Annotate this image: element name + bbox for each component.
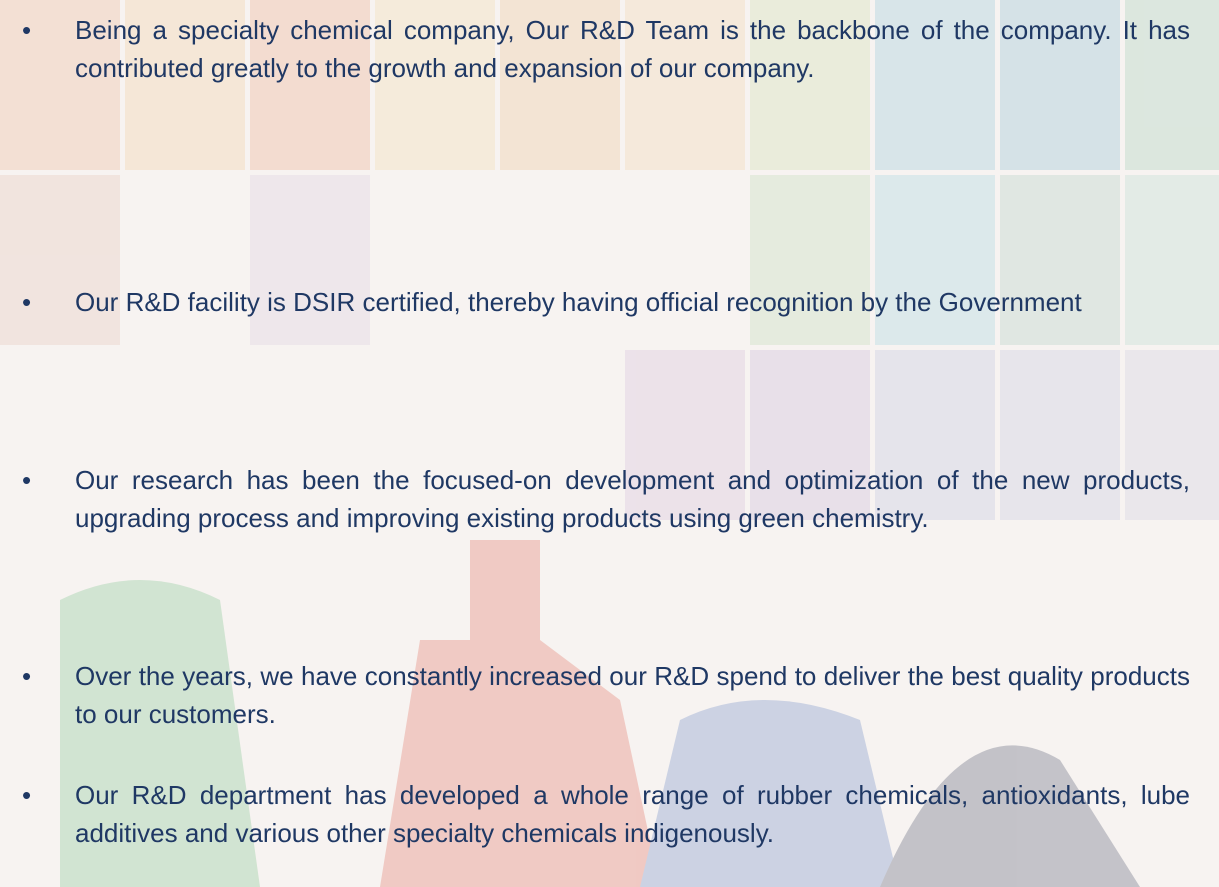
bullet-text: Being a specialty chemical company, Our … bbox=[75, 11, 1190, 87]
bullet-text: Our research has been the focused-on dev… bbox=[75, 461, 1190, 537]
slide: {"bullets": [ "Being a specialty chemica… bbox=[0, 0, 1219, 887]
bullet-item: •Being a specialty chemical company, Our… bbox=[22, 11, 1190, 87]
bullet-text: Our R&D department has developed a whole… bbox=[75, 776, 1190, 852]
bullet-item: •Our R&D facility is DSIR certified, the… bbox=[22, 283, 1190, 321]
bullet-item: •Our R&D department has developed a whol… bbox=[22, 776, 1190, 852]
bullet-item: •Over the years, we have constantly incr… bbox=[22, 657, 1190, 733]
bullet-text: Our R&D facility is DSIR certified, ther… bbox=[75, 283, 1190, 321]
bullet-item: •Our research has been the focused-on de… bbox=[22, 461, 1190, 537]
bullet-text: Over the years, we have constantly incre… bbox=[75, 657, 1190, 733]
background bbox=[0, 0, 1219, 887]
